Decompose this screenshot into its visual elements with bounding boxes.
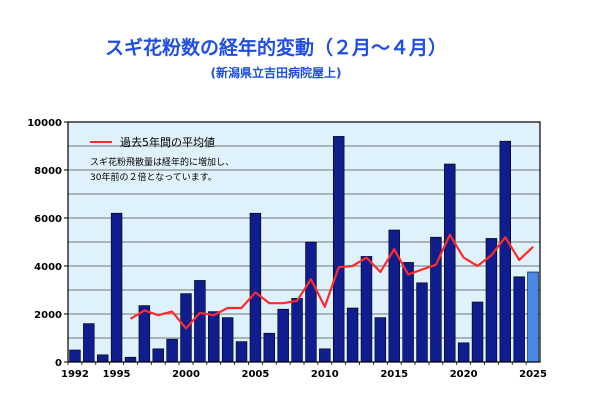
- bar-1999: [166, 338, 178, 363]
- bar-1998: [152, 348, 164, 363]
- x-tick-label: 2005: [241, 369, 269, 380]
- bar-series: [69, 136, 539, 363]
- bar-1992: [69, 349, 81, 363]
- y-tick-label: 4000: [34, 262, 62, 273]
- bar-2017: [416, 282, 428, 363]
- bar-2010: [319, 348, 331, 363]
- bar-2004: [235, 341, 248, 363]
- bar-2006: [263, 332, 276, 363]
- x-tick-label: 1995: [103, 369, 131, 380]
- bar-2003: [221, 317, 234, 363]
- x-tick-label: 2010: [311, 369, 339, 380]
- bar-2005: [249, 212, 262, 363]
- chart-title: スギ花粉数の経年的変動（２月～４月）: [105, 36, 447, 59]
- y-tick-label: 0: [55, 358, 62, 369]
- bar-2014: [374, 317, 387, 363]
- average-line-series: [129, 233, 534, 330]
- x-tick-label: 2000: [172, 369, 200, 380]
- x-tick-label: 1992: [61, 369, 89, 380]
- bar-2021: [471, 301, 484, 363]
- average-line: [129, 233, 534, 330]
- bar-2023: [499, 140, 512, 363]
- bar-2013: [360, 256, 373, 363]
- legend-label: 過去5年間の平均値: [120, 135, 215, 149]
- y-tick-label: 10000: [27, 118, 62, 129]
- bar-1997: [138, 305, 151, 363]
- bar-2012: [346, 307, 359, 363]
- note-line-2: 30年前の２倍となっています。: [90, 171, 217, 183]
- bar-1995: [110, 212, 123, 363]
- bar-1996: [124, 356, 137, 363]
- y-tick-label: 8000: [34, 166, 62, 177]
- chart-subtitle: (新潟県立吉田病院屋上): [211, 65, 342, 80]
- bar-2008: [291, 298, 303, 363]
- bar-2007: [277, 308, 289, 363]
- bar-2001: [194, 280, 206, 363]
- y-tick-label: 2000: [34, 310, 62, 321]
- bar-2024: [513, 276, 525, 363]
- bar-2011: [332, 136, 345, 363]
- y-tick-label: 6000: [34, 214, 62, 225]
- x-tick-label: 2015: [380, 369, 408, 380]
- x-tick-label: 2025: [519, 369, 547, 380]
- bar-1993: [83, 323, 95, 363]
- bar-2019: [444, 163, 456, 363]
- bar-1994: [96, 354, 109, 363]
- bar-2020: [457, 342, 470, 363]
- legend: 過去5年間の平均値: [90, 135, 215, 149]
- axes: 0 2000 4000 6000 8000 10000 1992 1995 2000 2005 20…: [27, 118, 547, 380]
- x-tick-label: 2020: [450, 369, 478, 380]
- bar-2009: [305, 241, 317, 363]
- bar-2025: [527, 271, 539, 363]
- bar-2016: [402, 262, 414, 363]
- note-line-1: スギ花粉飛散量は経年的に増加し、: [90, 156, 234, 168]
- bar-2002: [208, 311, 220, 363]
